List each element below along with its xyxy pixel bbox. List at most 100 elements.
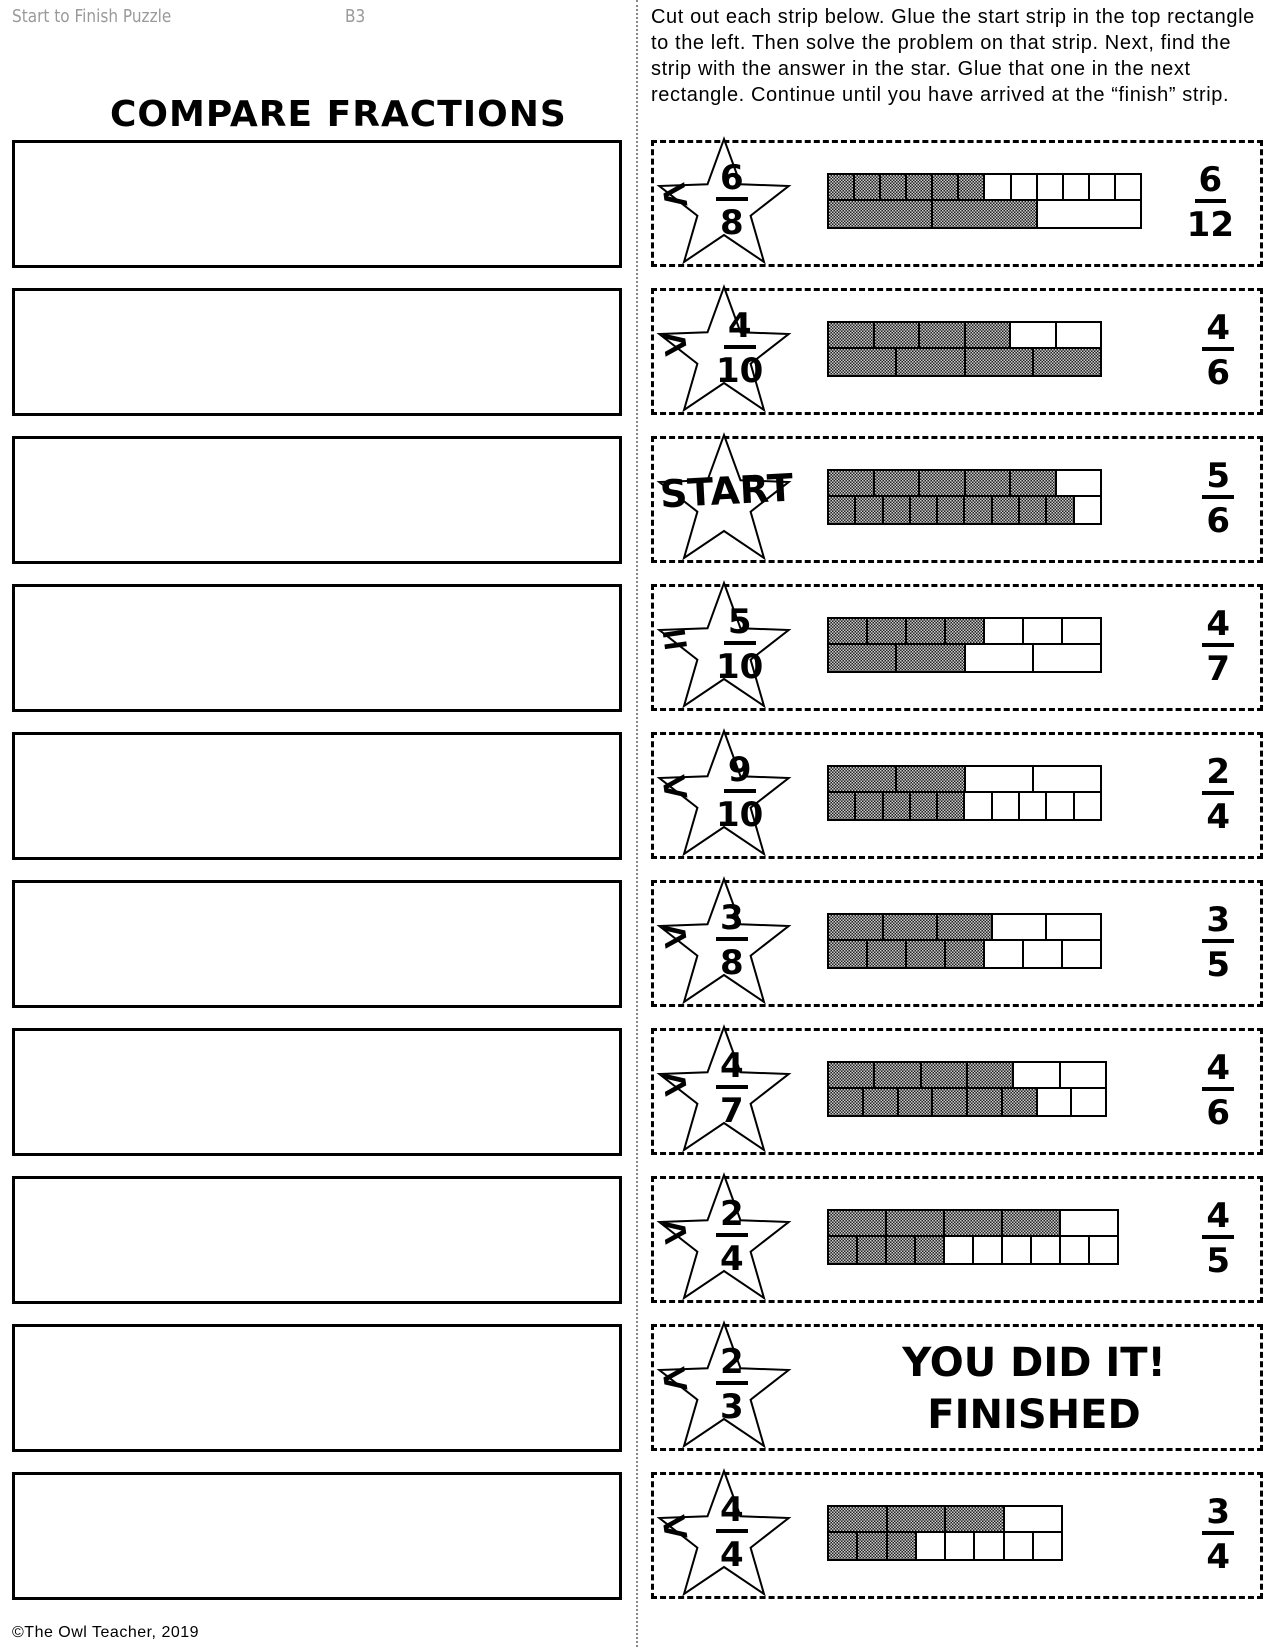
fraction-bars [827, 1209, 1119, 1265]
header-label: Start to Finish Puzzle [12, 6, 172, 27]
bar-part [945, 1237, 974, 1263]
numerator: 5 [723, 603, 756, 645]
problem-fraction: 6 12 [1187, 161, 1234, 247]
bar-part [829, 1211, 887, 1235]
bar-part [1061, 1237, 1090, 1263]
numerator: 2 [1202, 753, 1234, 795]
puzzle-strip: >4 10 4 6 [651, 284, 1263, 415]
bar-part [1090, 175, 1116, 199]
bar-part [1063, 941, 1100, 967]
puzzle-strip: START 5 6 [651, 432, 1263, 563]
denominator: 4 [720, 1239, 744, 1279]
puzzle-strip: <9 10 2 4 [651, 728, 1263, 859]
bar-part [946, 619, 985, 643]
numerator: 4 [1202, 1049, 1234, 1091]
puzzle-strip: >4 7 4 6 [651, 1024, 1263, 1155]
bar-part [985, 619, 1024, 643]
bar-part [921, 1063, 968, 1087]
bar-part [887, 1237, 916, 1263]
bar-part [1047, 915, 1100, 939]
fraction-bar [827, 1533, 1063, 1561]
bar-part [1057, 323, 1101, 347]
bar-part [829, 1507, 888, 1531]
bar-part [992, 497, 1021, 523]
bar-part [933, 1089, 968, 1115]
bar-part [1003, 1211, 1061, 1235]
bar-part [874, 323, 920, 347]
bar-part [1047, 497, 1075, 523]
bar-part [965, 497, 993, 523]
bar-part [1003, 1237, 1032, 1263]
bar-part [1057, 471, 1101, 495]
denominator: 8 [720, 943, 744, 983]
bar-part [916, 1237, 945, 1263]
copyright: ©The Owl Teacher, 2019 [12, 1624, 200, 1641]
bar-part [829, 915, 884, 939]
bar-part [829, 793, 857, 819]
bar-part [959, 175, 986, 199]
fraction-bar [827, 1061, 1107, 1089]
bar-part [856, 497, 884, 523]
bar-part [1034, 767, 1100, 791]
numerator: 3 [1202, 1493, 1234, 1535]
denominator: 10 [716, 795, 764, 835]
numerator: 4 [716, 1491, 748, 1533]
bar-part [829, 1089, 864, 1115]
bar-part [993, 915, 1048, 939]
puzzle-strip: <6 8 6 12 [651, 136, 1263, 267]
star-icon [656, 432, 792, 561]
bar-part [1034, 645, 1100, 671]
denominator: 6 [1206, 1093, 1230, 1133]
denominator: 4 [720, 1535, 744, 1575]
bar-part [1063, 619, 1100, 643]
fraction-bar [827, 913, 1102, 941]
bar-part [1038, 1089, 1073, 1115]
bar-part [829, 619, 868, 643]
fraction-bar [827, 617, 1102, 645]
numerator: 4 [716, 1047, 748, 1089]
bar-part [1064, 175, 1090, 199]
bar-part [883, 497, 911, 523]
fraction-bar [827, 497, 1102, 525]
puzzle-strip: >3 8 3 5 [651, 876, 1263, 1007]
denominator: 3 [720, 1387, 744, 1427]
glue-rectangle [12, 1176, 622, 1304]
denominator: 12 [1186, 205, 1234, 245]
bar-part [967, 1063, 1015, 1087]
bar-part [965, 471, 1011, 495]
bar-part [1034, 1533, 1061, 1559]
bar-part [858, 1533, 888, 1559]
bar-part [829, 1063, 876, 1087]
bar-part [985, 175, 1012, 199]
glue-rectangle [12, 1028, 622, 1156]
bar-part [897, 767, 966, 791]
numerator: 3 [716, 899, 748, 941]
bar-part [858, 1237, 887, 1263]
fraction-bar [827, 1237, 1119, 1265]
bar-part [887, 1533, 917, 1559]
fraction-bar [827, 793, 1102, 821]
bar-part [907, 175, 934, 199]
bar-part [1011, 471, 1057, 495]
fraction-bars [827, 765, 1102, 821]
bar-part [917, 1533, 946, 1559]
bar-part [946, 1507, 1005, 1531]
bar-part [907, 619, 946, 643]
bar-part [868, 619, 907, 643]
denominator: 6 [1206, 501, 1230, 541]
bar-part [938, 497, 966, 523]
bar-part [1061, 1211, 1117, 1235]
bar-part [975, 1533, 1005, 1559]
denominator: 5 [1206, 1241, 1230, 1281]
bar-part [1072, 1089, 1105, 1115]
fraction-bar [827, 941, 1102, 969]
bar-part [829, 645, 898, 671]
fraction-bar [827, 1209, 1119, 1237]
fraction-bars [827, 1061, 1107, 1117]
bar-part [1014, 1063, 1061, 1087]
puzzle-strip: = 5 10 4 7 [651, 580, 1263, 711]
bar-part [887, 1211, 945, 1235]
